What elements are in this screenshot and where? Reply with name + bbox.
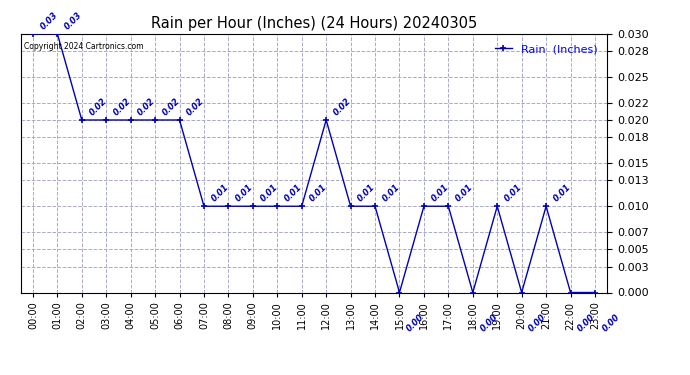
Text: 0.00: 0.00 (478, 312, 500, 333)
Text: 0.02: 0.02 (112, 96, 132, 117)
Text: 0.00: 0.00 (576, 312, 597, 333)
Text: 0.03: 0.03 (63, 10, 84, 31)
Text: 0.02: 0.02 (332, 96, 353, 117)
Text: 0.03: 0.03 (39, 10, 59, 31)
Title: Rain per Hour (Inches) (24 Hours) 20240305: Rain per Hour (Inches) (24 Hours) 202403… (151, 16, 477, 31)
Text: 0.01: 0.01 (381, 182, 402, 204)
Text: 0.01: 0.01 (454, 182, 475, 204)
Text: 0.01: 0.01 (552, 182, 573, 204)
Text: 0.01: 0.01 (283, 182, 304, 204)
Text: 0.00: 0.00 (405, 312, 426, 333)
Text: 0.02: 0.02 (161, 96, 181, 117)
Text: 0.01: 0.01 (503, 182, 524, 204)
Text: 0.02: 0.02 (88, 96, 108, 117)
Text: 0.02: 0.02 (185, 96, 206, 117)
Legend: Rain  (Inches): Rain (Inches) (491, 39, 602, 59)
Text: 0.01: 0.01 (307, 182, 328, 204)
Text: 0.01: 0.01 (356, 182, 377, 204)
Text: Copyright 2024 Cartronics.com: Copyright 2024 Cartronics.com (23, 42, 143, 51)
Text: 0.00: 0.00 (527, 312, 549, 333)
Text: 0.01: 0.01 (259, 182, 279, 204)
Text: 0.01: 0.01 (234, 182, 255, 204)
Text: 0.01: 0.01 (429, 182, 451, 204)
Text: 0.02: 0.02 (136, 96, 157, 117)
Text: 0.00: 0.00 (600, 312, 622, 333)
Text: 0.01: 0.01 (210, 182, 230, 204)
